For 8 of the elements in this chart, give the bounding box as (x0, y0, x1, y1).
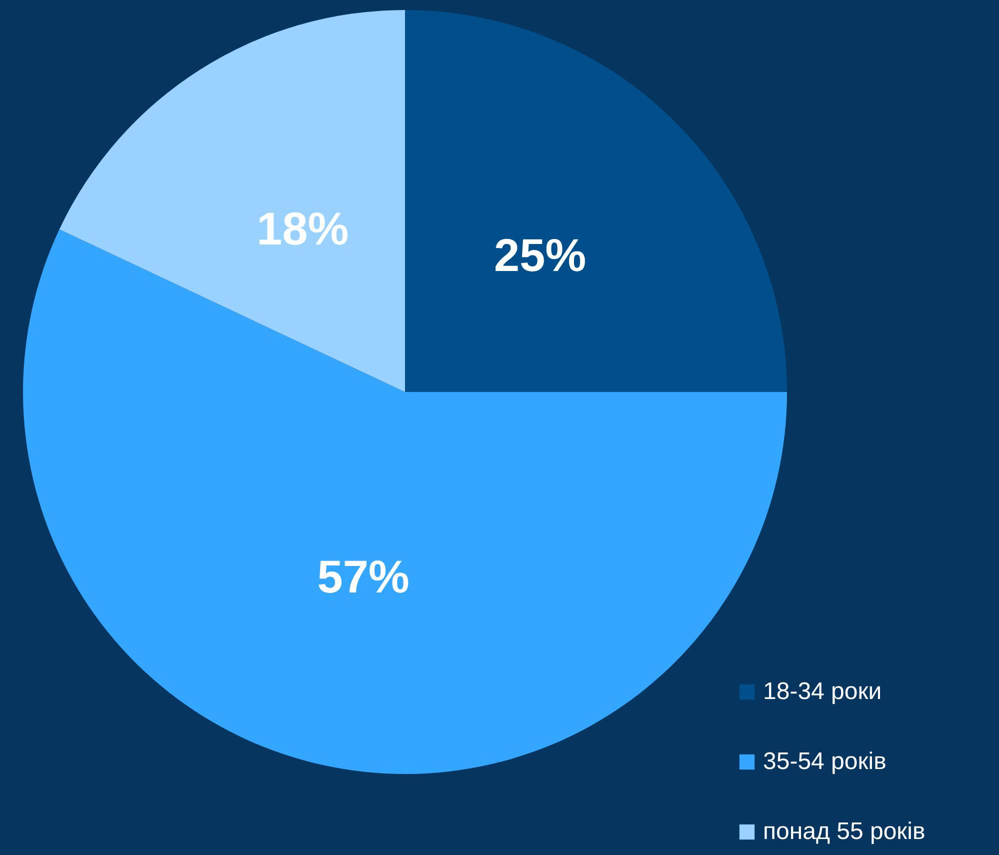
pie-slice (59, 10, 405, 392)
legend-label: понад 55 років (763, 818, 926, 845)
data-label: 25% (494, 228, 586, 281)
data-label: 57% (317, 550, 410, 602)
pie-slice (405, 10, 787, 392)
data-label: 18% (256, 202, 349, 255)
legend-label: 35-54 років (763, 748, 886, 775)
legend-label: 18-34 роки (763, 678, 882, 705)
